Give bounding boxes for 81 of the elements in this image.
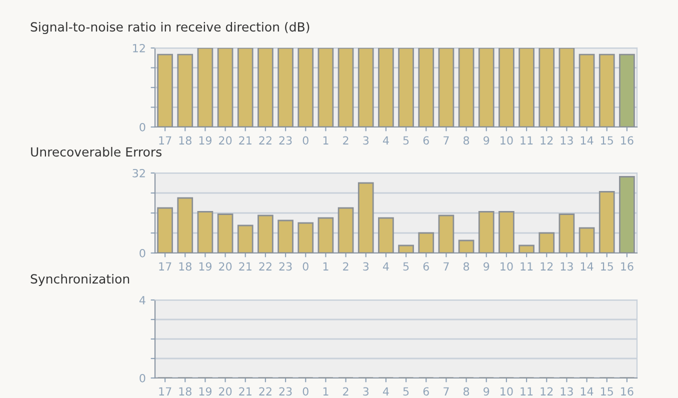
x-tick-label: 10 <box>500 136 513 145</box>
x-tick-label: 23 <box>279 262 292 271</box>
x-tick-label: 7 <box>444 387 449 396</box>
x-tick-label: 1 <box>323 387 328 396</box>
x-tick-label: 19 <box>199 262 212 271</box>
x-tick-label: 6 <box>423 136 429 145</box>
x-tick-label: 16 <box>621 262 634 271</box>
x-tick-label: 2 <box>343 136 348 144</box>
x-tick-label: 22 <box>259 387 272 396</box>
x-tick-label: 21 <box>239 387 252 396</box>
x-tick-label: 9 <box>484 262 490 271</box>
x-tick-label: 5 <box>403 262 409 271</box>
x-tick-label: 21 <box>239 136 252 144</box>
x-tick-label: 1 <box>323 136 328 144</box>
x-tick-label: 18 <box>179 387 192 396</box>
x-tick-label: 13 <box>560 387 573 396</box>
x-tick-label: 1 <box>323 262 328 270</box>
x-tick-label: 19 <box>199 387 212 396</box>
y-tick-label: 4 <box>139 296 146 304</box>
x-tick-label: 6 <box>423 387 429 396</box>
x-tick-label: 10 <box>500 387 513 396</box>
x-tick-label: 4 <box>382 136 389 144</box>
x-tick-label: 0 <box>302 387 308 396</box>
x-tick-label: 7 <box>444 262 449 270</box>
x-tick-label: 14 <box>580 262 594 270</box>
x-tick-label: 8 <box>464 262 470 271</box>
x-tick-label: 17 <box>159 136 172 144</box>
y-tick-label: 0 <box>140 248 146 258</box>
x-tick-label: 20 <box>219 387 232 396</box>
x-tick-label: 13 <box>560 262 573 271</box>
x-tick-label: 3 <box>363 262 369 271</box>
x-tick-label: 15 <box>601 136 613 145</box>
x-tick-label: 15 <box>601 262 613 271</box>
x-tick-label: 5 <box>403 136 409 145</box>
x-tick-label: 17 <box>159 262 172 270</box>
x-tick-label: 12 <box>540 387 553 396</box>
x-tick-label: 12 <box>540 136 553 144</box>
x-tick-label: 14 <box>580 136 594 144</box>
x-tick-label: 23 <box>279 136 292 145</box>
chart-title: Signal-to-noise ratio in receive direction (dB) <box>30 22 310 34</box>
chart-title: Unrecoverable Errors <box>31 146 162 157</box>
x-tick-label: 17 <box>159 387 172 396</box>
y-tick-label: 32 <box>132 168 145 178</box>
x-tick-label: 11 <box>520 387 533 396</box>
x-tick-label: 22 <box>259 262 272 270</box>
y-tick-label: 0 <box>140 122 146 132</box>
x-tick-label: 11 <box>520 262 533 270</box>
x-tick-label: 8 <box>464 136 470 145</box>
x-tick-label: 7 <box>444 136 449 144</box>
x-tick-label: 0 <box>302 136 308 145</box>
x-tick-label: 15 <box>601 387 613 396</box>
x-tick-label: 13 <box>560 136 573 145</box>
y-tick-label: 0 <box>140 374 146 382</box>
x-tick-label: 21 <box>239 262 252 270</box>
x-tick-label: 16 <box>621 136 634 145</box>
x-tick-label: 4 <box>382 262 389 270</box>
x-tick-label: 0 <box>302 262 308 271</box>
x-tick-label: 14 <box>580 387 594 396</box>
x-tick-label: 18 <box>179 262 192 271</box>
x-tick-label: 20 <box>219 262 232 271</box>
x-tick-label: 10 <box>500 262 513 271</box>
x-tick-label: 9 <box>484 387 490 396</box>
x-tick-label: 23 <box>279 387 292 396</box>
x-tick-label: 11 <box>520 136 533 144</box>
chart-title: Synchronization <box>30 274 130 286</box>
x-tick-label: 3 <box>363 387 369 396</box>
y-tick-label: 12 <box>133 44 145 52</box>
x-tick-label: 16 <box>621 387 634 396</box>
x-tick-label: 6 <box>423 262 429 271</box>
x-tick-label: 3 <box>363 136 369 145</box>
x-tick-label: 2 <box>343 387 348 396</box>
x-tick-label: 5 <box>403 387 409 396</box>
x-tick-label: 2 <box>343 262 348 270</box>
x-tick-label: 20 <box>219 136 232 145</box>
x-tick-label: 4 <box>382 387 389 396</box>
x-tick-label: 12 <box>540 262 553 270</box>
x-tick-label: 9 <box>484 136 490 145</box>
x-tick-label: 8 <box>464 387 470 396</box>
x-tick-label: 22 <box>259 136 272 144</box>
x-tick-label: 19 <box>199 136 212 145</box>
x-tick-label: 18 <box>179 136 192 145</box>
